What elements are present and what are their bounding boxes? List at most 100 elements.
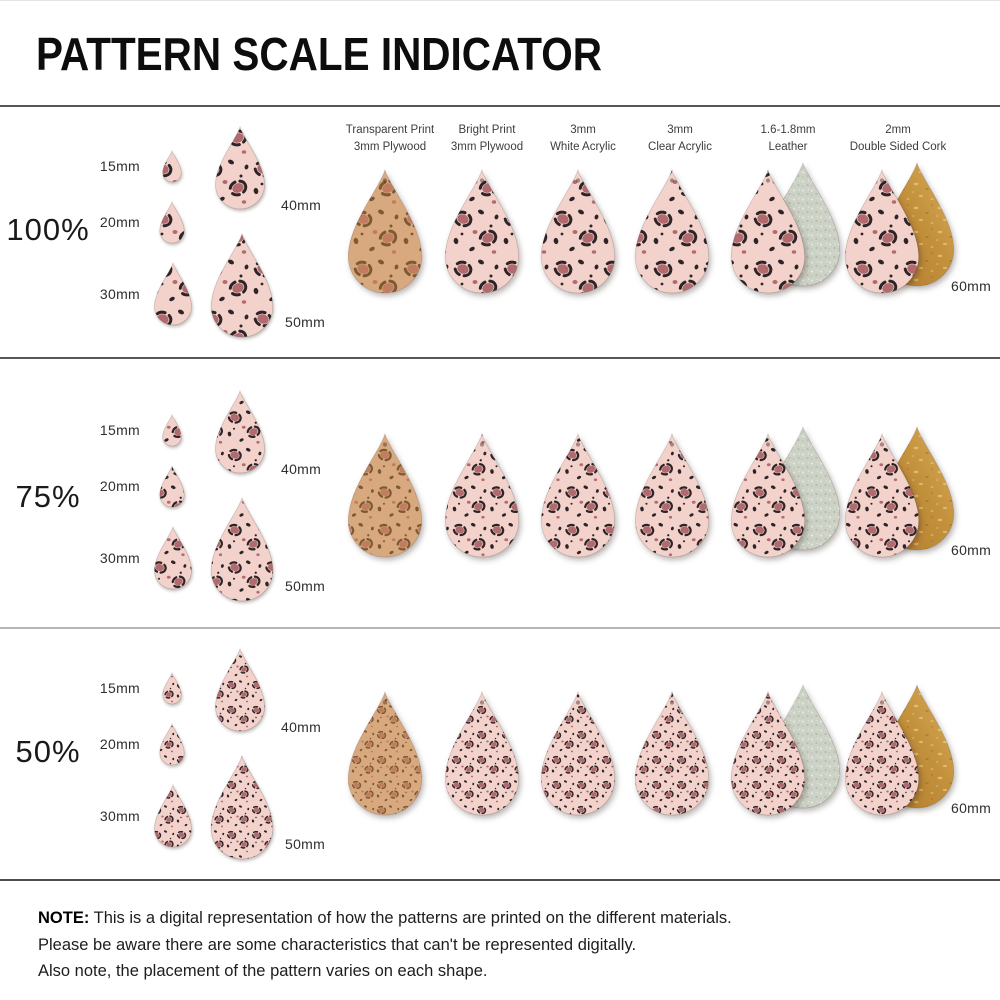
size-label-50mm: 50mm: [285, 314, 326, 330]
size-label-50mm: 50mm: [285, 578, 326, 594]
hang-hole: [575, 442, 581, 447]
page-title: PATTERN SCALE INDICATOR: [36, 28, 602, 80]
material-header-cork: 2mm Double Sided Cork: [818, 122, 978, 155]
scale-label-50: 50%: [15, 734, 81, 769]
teardrop-swatch-cork-front: [844, 168, 920, 294]
teardrop-reference-15mm: [162, 671, 182, 705]
material-header-line1: Transparent Print: [345, 124, 435, 136]
material-header-leather: 1.6-1.8mm Leather: [708, 122, 868, 155]
hang-hole: [765, 178, 771, 183]
teardrop-swatch-bright-plywood: [444, 432, 520, 558]
hang-hole: [669, 178, 675, 183]
material-header-bright-plywood: Bright Print 3mm Plywood: [407, 122, 567, 155]
scale-row-100-content: Transparent Print 3mm Plywood Bright Prin…: [0, 107, 1000, 357]
teardrop-reference-50mm: [210, 232, 274, 338]
teardrop-reference-30mm: [154, 525, 192, 590]
teardrop-swatch-bright-plywood: [444, 690, 520, 816]
teardrop-reference-40mm: [215, 125, 265, 210]
scale-row-50: 50% 15mm 20mm 30mm 40mm 50mm 60mm: [0, 629, 1000, 881]
note-text-3: Also note, the placement of the pattern …: [38, 962, 488, 981]
teardrop-swatch-cork-front: [844, 690, 920, 816]
note-label: NOTE:: [38, 909, 90, 927]
size-label-15mm: 15mm: [99, 158, 140, 174]
size-label-60mm: 60mm: [951, 800, 992, 816]
pattern-art-row-50: [154, 647, 955, 860]
teardrop-swatch-leather-front: [730, 168, 806, 294]
hang-hole: [879, 178, 885, 183]
size-label-40mm: 40mm: [281, 461, 322, 477]
teardrop-swatch-transparent-plywood: [347, 168, 423, 294]
teardrop-swatch-clear-acrylic: [634, 690, 710, 816]
hang-hole: [575, 178, 581, 183]
note-line-1: NOTE: This is a digital representation o…: [38, 905, 970, 932]
teardrop-reference-50mm: [210, 754, 274, 860]
material-header-line2: 3mm Plywood: [353, 140, 427, 153]
note-line-2: Please be aware there are some character…: [38, 932, 970, 959]
teardrop-reference-50mm: [210, 496, 274, 602]
teardrop-reference-20mm: [159, 200, 185, 244]
teardrop-swatch-leather-front: [730, 432, 806, 558]
hang-hole: [879, 442, 885, 447]
scale-row-50-content: 50% 15mm 20mm 30mm 40mm 50mm 60mm: [0, 629, 1000, 879]
teardrop-reference-30mm: [154, 261, 192, 326]
material-header-line1: 3mm: [667, 124, 693, 136]
size-label-30mm: 30mm: [99, 550, 140, 566]
pattern-art-row-100: [154, 125, 955, 338]
material-header-line2: Double Sided Cork: [849, 140, 947, 153]
scale-label-100: 100%: [6, 212, 90, 247]
teardrop-swatch-clear-acrylic: [634, 168, 710, 294]
hang-hole: [382, 178, 388, 183]
teardrop-swatch-transparent-plywood: [347, 432, 423, 558]
size-label-60mm: 60mm: [951, 278, 992, 294]
material-header-line2: 3mm Plywood: [450, 140, 524, 153]
material-header-line1: 3mm: [570, 124, 596, 136]
scale-row-75-content: 75% 15mm 20mm 30mm 40mm 50mm 60mm: [0, 371, 1000, 627]
note-text-1: This is a digital representation of how …: [93, 909, 732, 927]
material-header-line1: 1.6-1.8mm: [760, 124, 816, 136]
size-label-20mm: 20mm: [99, 478, 140, 494]
size-label-40mm: 40mm: [281, 197, 322, 213]
pattern-art-row-75: [154, 389, 955, 602]
note-line-3: Also note, the placement of the pattern …: [38, 958, 970, 985]
material-header-line2: White Acrylic: [550, 140, 616, 153]
scale-label-75: 75%: [15, 479, 81, 514]
teardrop-reference-30mm: [154, 783, 192, 848]
size-label-40mm: 40mm: [281, 719, 322, 735]
note-text-2: Please be aware there are some character…: [38, 935, 637, 954]
size-label-15mm: 15mm: [99, 680, 140, 696]
material-header-clear-acrylic: 3mm Clear Acrylic: [600, 122, 760, 155]
teardrop-swatch-leather-front: [730, 690, 806, 816]
teardrop-reference-40mm: [215, 389, 265, 474]
size-label-20mm: 20mm: [99, 736, 140, 752]
material-header-transparent-plywood: Transparent Print 3mm Plywood: [310, 122, 470, 155]
hang-hole: [765, 700, 771, 705]
teardrop-swatch-bright-plywood: [444, 168, 520, 294]
hang-hole: [575, 700, 581, 705]
size-label-30mm: 30mm: [99, 808, 140, 824]
size-label-15mm: 15mm: [99, 422, 140, 438]
size-label-50mm: 50mm: [285, 836, 326, 852]
teardrop-reference-20mm: [159, 722, 185, 766]
teardrop-swatch-cork-front: [844, 432, 920, 558]
hang-hole: [765, 442, 771, 447]
teardrop-swatch-clear-acrylic: [634, 432, 710, 558]
hang-hole: [479, 700, 485, 705]
material-header-white-acrylic: 3mm White Acrylic: [503, 122, 663, 155]
hang-hole: [879, 700, 885, 705]
hang-hole: [669, 700, 675, 705]
hang-hole: [382, 442, 388, 447]
scale-row-75: 75% 15mm 20mm 30mm 40mm 50mm 60mm: [0, 359, 1000, 629]
teardrop-reference-15mm: [162, 149, 182, 183]
material-header-line1: 2mm: [885, 124, 911, 136]
hang-hole: [669, 442, 675, 447]
teardrop-swatch-white-acrylic: [540, 690, 616, 816]
material-header-line2: Leather: [768, 140, 808, 153]
teardrop-reference-40mm: [215, 647, 265, 732]
teardrop-reference-20mm: [159, 464, 185, 508]
material-header-line1: Bright Print: [458, 124, 516, 136]
masthead: PATTERN SCALE INDICATOR: [0, 1, 1000, 107]
material-header-line2: Clear Acrylic: [648, 140, 712, 153]
hang-hole: [479, 178, 485, 183]
note: NOTE: This is a digital representation o…: [0, 881, 1000, 985]
